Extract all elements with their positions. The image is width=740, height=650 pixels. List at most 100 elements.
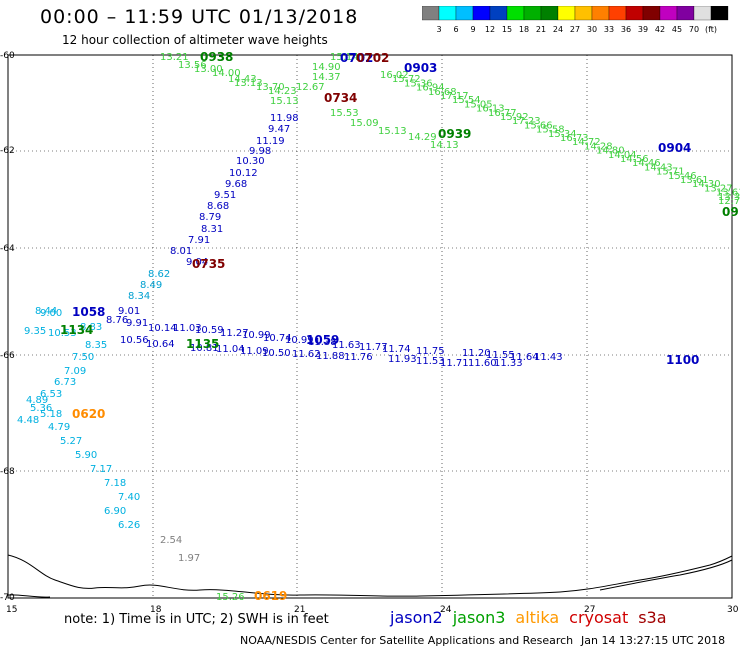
pass-time-label: 1058 [72, 305, 105, 319]
satellite-legend: jason2 jason3 altika cryosat s3a [390, 608, 677, 627]
swh-value: 11.09 [240, 346, 269, 357]
swh-value: 17.23 [512, 116, 541, 127]
longitude-label: 21 [294, 605, 305, 615]
swh-value: 8.68 [207, 201, 229, 212]
latitude-label: -68 [0, 467, 15, 477]
colorbar-label: 27 [570, 25, 580, 34]
color-scale-bar: 3 6 9 12 15 18 21 24 27 30 33 36 39 42 45 70 (ft) [422, 6, 729, 34]
swh-value: 13.27 [704, 183, 733, 194]
swh-value: 11.33 [494, 358, 523, 369]
swh-value: 6.26 [118, 520, 140, 531]
legend-jason3: jason3 [452, 608, 506, 627]
swh-value: 11.19 [256, 136, 285, 147]
colorbar-label: 12 [485, 25, 495, 34]
colorbar-swatch [608, 6, 627, 21]
legend-s3a: s3a [638, 608, 667, 627]
colorbar-label: 30 [587, 25, 597, 34]
swh-value: 7.91 [188, 235, 210, 246]
latitude-label: -64 [0, 244, 15, 254]
swh-value: 14.90 [312, 62, 341, 73]
colorbar-label: 70 [689, 25, 699, 34]
colorbar-label: (ft) [705, 25, 717, 34]
swh-value: 13.34 [718, 192, 740, 203]
swh-value: 8.44 [35, 306, 57, 317]
swh-value: 14.37 [312, 72, 341, 83]
swh-value: 13.13 [234, 78, 263, 89]
plot-frame [7, 54, 733, 599]
swh-value: 10.12 [229, 168, 258, 179]
coastline [7, 554, 733, 597]
pass-time-label: 0620 [72, 407, 105, 421]
swh-value: 15.26 [216, 592, 245, 603]
swh-value: 10.30 [236, 156, 265, 167]
swh-value: 11.93 [388, 354, 417, 365]
swh-value: 16.77 [488, 108, 517, 119]
swh-value: 8.79 [199, 212, 221, 223]
swh-value: 10.56 [120, 335, 149, 346]
swh-value: 8.83 [80, 322, 102, 333]
pass-time-label: 0939 [438, 127, 471, 141]
swh-value: 15.54 [452, 95, 481, 106]
swh-value: 9.01 [118, 306, 140, 317]
swh-value: 7.40 [118, 492, 140, 503]
swh-value: 11.55 [486, 350, 515, 361]
swh-value: 15.13 [378, 126, 407, 137]
swh-value: 8.49 [140, 280, 162, 291]
longitude-labels: 15 18 21 24 27 30 [6, 605, 739, 615]
colorbar-swatch [625, 6, 644, 21]
swh-value: 14.04 [608, 150, 637, 161]
swh-value: 4.48 [17, 415, 39, 426]
swh-value: 11.27 [220, 328, 249, 339]
swh-value: 13.61 [680, 175, 709, 186]
swh-value: 13.56 [178, 60, 207, 71]
swh-value: 11.20 [462, 348, 491, 359]
swh-value: 6.73 [54, 377, 76, 388]
swh-value: 1.97 [178, 553, 200, 564]
units-note: note: 1) Time is in UTC; 2) SWH is in fe… [64, 612, 329, 627]
swh-value: 5.36 [30, 403, 52, 414]
colorbar-swatch [642, 6, 661, 21]
colorbar-swatch [659, 6, 678, 21]
colorbar-swatch [506, 6, 525, 21]
colorbar-label: 21 [536, 25, 546, 34]
colorbar-swatch [676, 6, 695, 21]
swh-value: 10.99 [242, 330, 271, 341]
colorbar-swatch [455, 6, 474, 21]
swh-value: 7.17 [90, 464, 112, 475]
swh-value: 15.71 [656, 167, 685, 178]
swh-value: 14.13 [430, 140, 459, 151]
swh-value: 13.21 [160, 52, 189, 63]
swh-value: 9.04 [186, 257, 208, 268]
longitude-label: 15 [6, 605, 17, 615]
swh-value: 16.13 [476, 104, 505, 115]
pass-time-label: 09 [722, 205, 739, 219]
colorbar-label: 18 [519, 25, 529, 34]
swh-value: 15.36 [404, 78, 433, 89]
swh-value: 10.99 [285, 335, 314, 346]
latitude-label: -60 [0, 51, 15, 61]
swh-value: 14.23 [268, 86, 297, 97]
generated-timestamp: Jan 14 13:27:15 UTC 2018 [581, 634, 726, 647]
swh-value: 5.27 [60, 436, 82, 447]
swh-value: 12.78 [718, 196, 740, 207]
colorbar-label: 42 [655, 25, 665, 34]
swh-value: 14.43 [644, 162, 673, 173]
swh-value: 8.76 [106, 315, 128, 326]
swh-value: 16.02 [380, 70, 409, 81]
swh-value: 15.72 [392, 74, 421, 85]
colorbar-swatch [710, 6, 729, 21]
swh-value: 11.62 [292, 349, 321, 360]
swh-value: 9.47 [268, 124, 290, 135]
swh-value: 11.71 [440, 358, 469, 369]
swh-value: 16.94 [416, 83, 445, 94]
colorbar-label: 36 [621, 25, 631, 34]
swh-value: 7.18 [104, 478, 126, 489]
longitude-label: 18 [150, 605, 162, 615]
swh-value: 2.54 [160, 535, 182, 546]
swh-value: 15.34 [548, 129, 577, 140]
swh-value: 10.81 [190, 343, 219, 354]
swh-value: 8.34 [128, 291, 150, 302]
pass-time-label: 1100 [666, 353, 699, 367]
